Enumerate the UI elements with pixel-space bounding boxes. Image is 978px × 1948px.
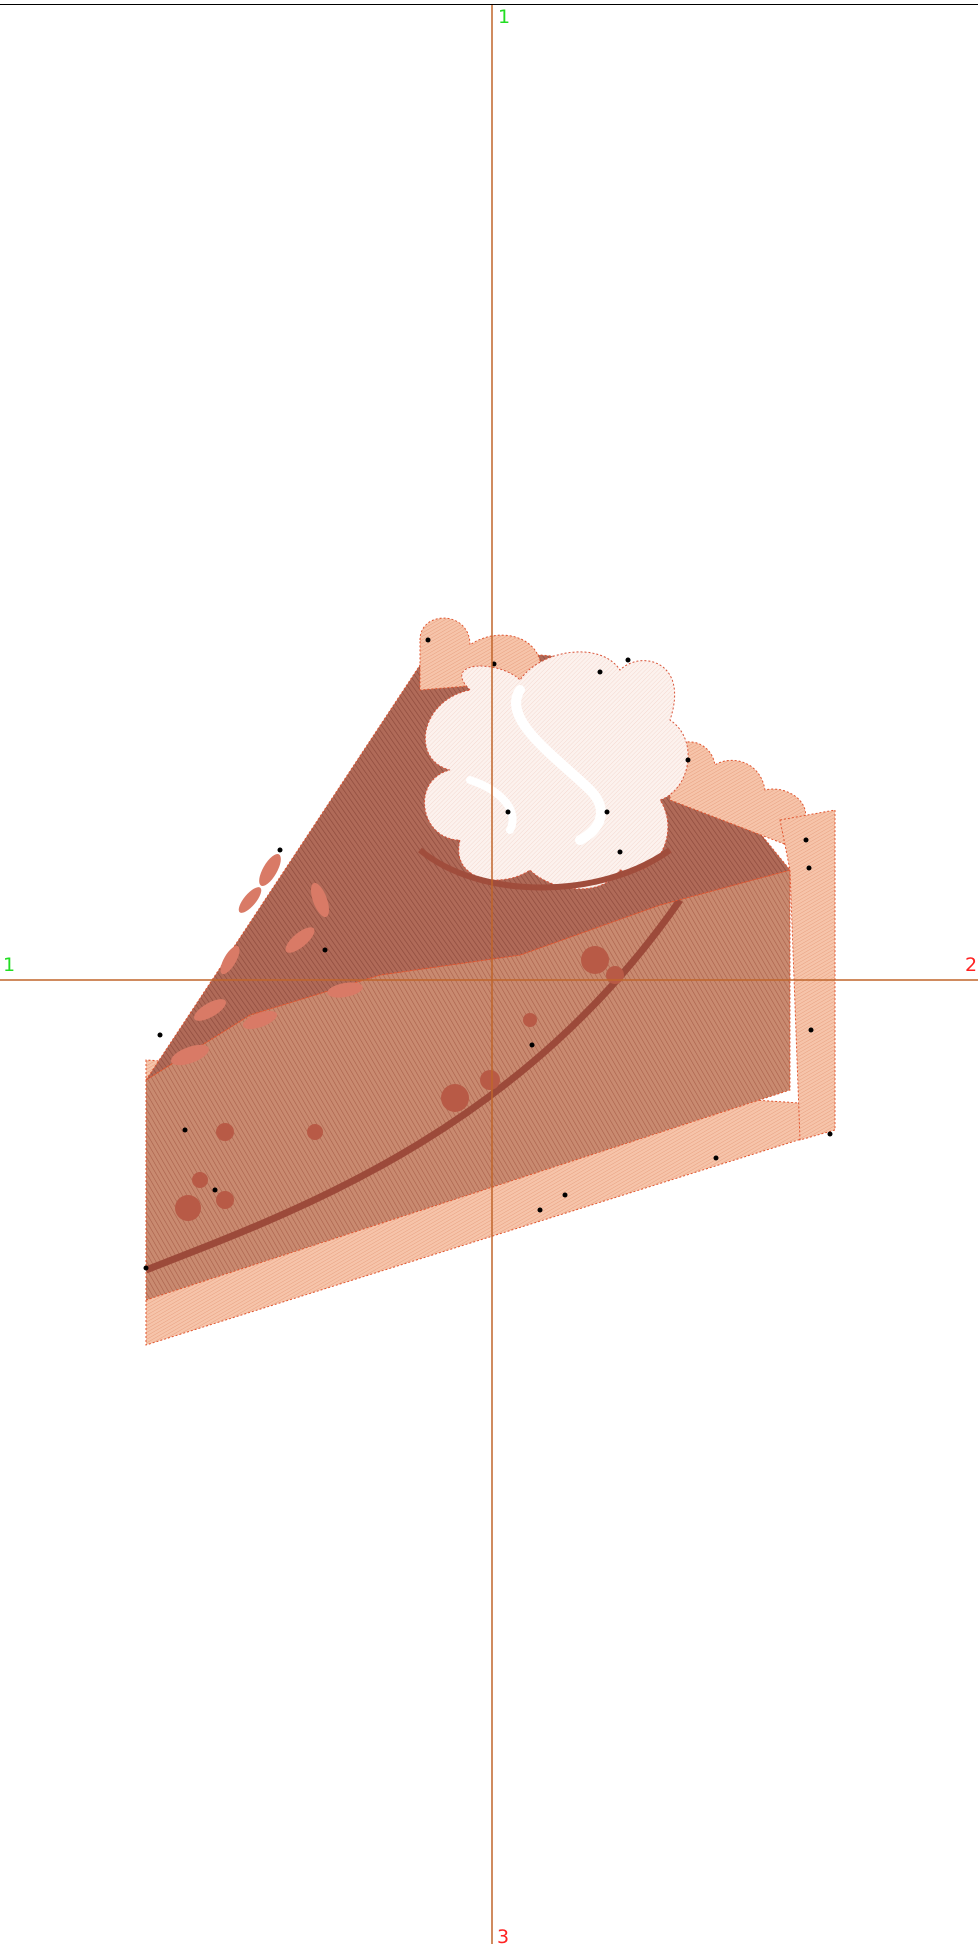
- top-border-line: [0, 4, 978, 5]
- pie-crust-back-edge[interactable]: [419, 617, 836, 1141]
- axis-label-left: 1: [3, 954, 16, 976]
- axis-label-bottom: 3: [497, 1926, 510, 1948]
- whipped-cream[interactable]: [418, 651, 689, 891]
- leaf-decorations: [171, 854, 363, 1066]
- axis-label-right: 2: [965, 954, 978, 976]
- axis-label-top: 1: [498, 6, 511, 28]
